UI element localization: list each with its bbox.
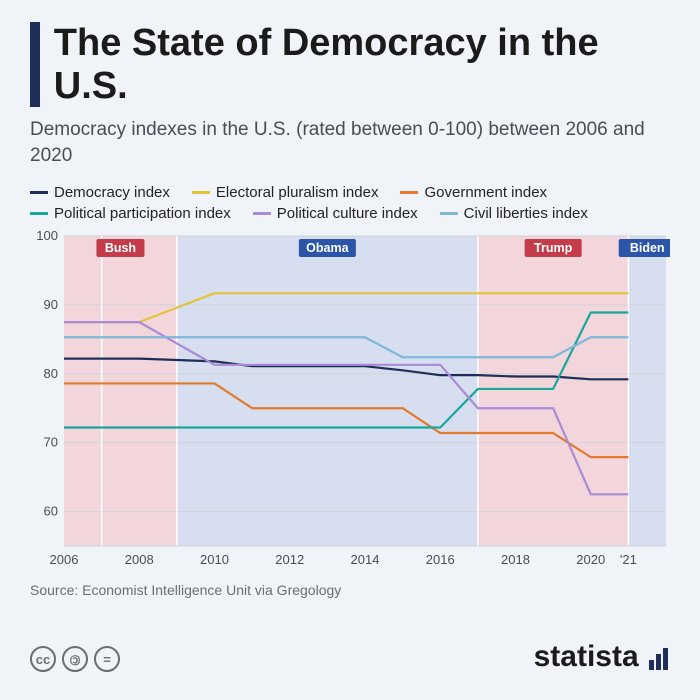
title-accent-bar: [30, 22, 40, 107]
line-chart: 60 70 80 90 100 2006 2008 2010 2012 2014 2016 2018 2…: [30, 228, 670, 568]
svg-text:2010: 2010: [200, 552, 229, 567]
legend-item: Government index: [400, 184, 547, 201]
legend-swatch: [30, 212, 48, 215]
source-label: Source: Economist Intelligence Unit via …: [30, 582, 670, 598]
legend-item: Political culture index: [253, 205, 418, 222]
svg-text:Biden: Biden: [630, 241, 665, 255]
person-icon: 🄯: [62, 646, 88, 672]
legend-label: Electoral pluralism index: [216, 184, 379, 201]
svg-text:90: 90: [44, 297, 58, 312]
svg-text:2008: 2008: [125, 552, 154, 567]
legend-swatch: [400, 191, 418, 194]
brand-bars-icon: [649, 644, 670, 678]
footer: cc 🄯 = statista: [30, 640, 670, 678]
svg-text:80: 80: [44, 366, 58, 381]
svg-text:2012: 2012: [275, 552, 304, 567]
svg-text:60: 60: [44, 504, 58, 519]
svg-text:70: 70: [44, 435, 58, 450]
legend-item: Political participation index: [30, 205, 231, 222]
legend-label: Democracy index: [54, 184, 170, 201]
svg-text:2016: 2016: [426, 552, 455, 567]
cc-icons: cc 🄯 =: [30, 646, 120, 672]
nd-icon: =: [94, 646, 120, 672]
legend-swatch: [192, 191, 210, 194]
svg-text:2018: 2018: [501, 552, 530, 567]
legend-swatch: [253, 212, 271, 215]
brand-logo: statista: [534, 640, 670, 678]
svg-text:2020: 2020: [576, 552, 605, 567]
legend-swatch: [440, 212, 458, 215]
cc-icon: cc: [30, 646, 56, 672]
svg-text:2006: 2006: [50, 552, 79, 567]
legend-label: Civil liberties index: [464, 205, 588, 222]
brand-text: statista: [534, 640, 639, 673]
legend-label: Political culture index: [277, 205, 418, 222]
svg-text:100: 100: [36, 228, 58, 243]
svg-text:'21: '21: [620, 552, 637, 567]
legend-item: Civil liberties index: [440, 205, 588, 222]
title-block: The State of Democracy in the U.S.: [30, 22, 670, 107]
svg-text:Obama: Obama: [306, 241, 349, 255]
svg-text:2014: 2014: [351, 552, 380, 567]
page-title: The State of Democracy in the U.S.: [54, 22, 670, 107]
legend-label: Government index: [424, 184, 547, 201]
legend: Democracy index Electoral pluralism index…: [30, 184, 670, 222]
legend-item: Democracy index: [30, 184, 170, 201]
subtitle: Democracy indexes in the U.S. (rated bet…: [30, 117, 670, 168]
legend-label: Political participation index: [54, 205, 231, 222]
legend-swatch: [30, 191, 48, 194]
legend-item: Electoral pluralism index: [192, 184, 379, 201]
svg-text:Trump: Trump: [534, 241, 573, 255]
svg-text:Bush: Bush: [105, 241, 136, 255]
